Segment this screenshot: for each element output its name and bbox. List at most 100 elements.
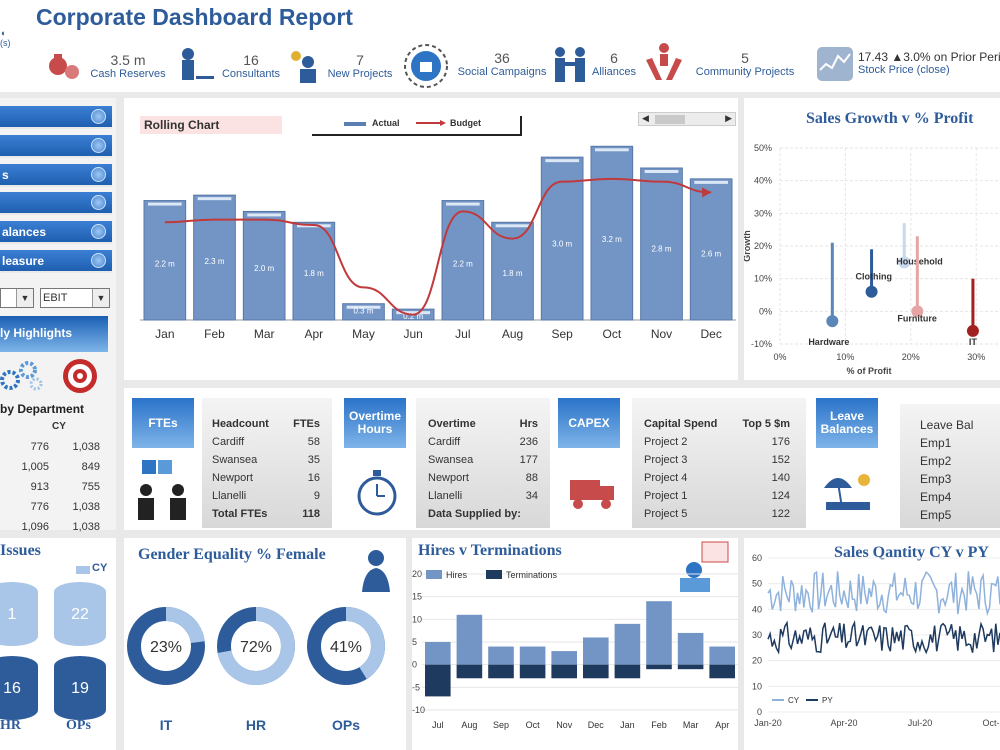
logo-icon: ◖ (s) — [0, 28, 11, 48]
hires-bar — [614, 623, 641, 665]
sidebar: s alances leasure ▼ EBIT ▼ ly Highlights … — [0, 98, 116, 533]
scroll-right-icon[interactable]: ▶ — [725, 113, 732, 123]
actual-bar — [540, 156, 584, 321]
gears-icon — [0, 361, 43, 391]
y-tick-label: 50% — [754, 143, 772, 153]
scroll-left-icon[interactable]: ◀ — [642, 113, 649, 123]
y-tick-label: 5 — [412, 637, 417, 647]
nav-button-3[interactable]: s — [0, 164, 112, 187]
leave-balances-tile[interactable]: Leave Balances — [816, 398, 878, 448]
dept-cell: 1,038 — [72, 501, 100, 513]
table-row: Project 4 140 — [644, 472, 796, 490]
cell-label: Llanelli — [428, 490, 463, 502]
x-tick-label: Mar — [683, 720, 699, 730]
quit-sign-icon — [680, 541, 729, 592]
bar-highlight — [346, 305, 381, 309]
measure-select[interactable]: EBIT ▼ — [40, 288, 110, 308]
bar-value-label: 2.2 m — [155, 259, 175, 268]
sales-qty-panel: Sales Qantity CY v PY 60 50 40 30 20 10 0 Jan-2… — [744, 538, 1000, 750]
donut-value-label: 41% — [330, 639, 362, 656]
leave-row: Emp2 — [920, 454, 952, 468]
x-tick-label: Jun — [403, 327, 422, 341]
chevron-down-icon: ▼ — [16, 289, 33, 307]
button-orb-icon — [91, 224, 106, 239]
terminations-bar — [551, 664, 577, 679]
select-value: EBIT — [43, 292, 68, 304]
ftes-table-box — [202, 398, 332, 528]
sales-qty-title: Sales Qantity CY v PY — [834, 544, 989, 561]
kpi-label: Alliances — [591, 66, 637, 78]
dept-cell: 1,038 — [72, 441, 100, 453]
kpi-value: 3.5 m — [110, 52, 146, 68]
period-select[interactable]: ▼ — [0, 288, 34, 308]
bar-value-label: 2.6 m — [701, 249, 721, 258]
nav-button-label: s — [2, 168, 9, 182]
x-tick-label: Oct — [526, 720, 541, 730]
x-tick-label: Nov — [651, 327, 672, 341]
y-tick-label: 10 — [412, 614, 422, 624]
table-row: Cardiff 58 — [212, 436, 326, 454]
bar-highlight — [148, 202, 182, 206]
legend-budget-label: Budget — [450, 118, 481, 128]
tile-label: CAPEX — [568, 415, 610, 430]
actual-bar — [640, 167, 683, 321]
idea-person-icon — [291, 51, 316, 83]
table-header: Overtime Hrs — [428, 418, 544, 436]
nav-button-4[interactable] — [0, 192, 112, 215]
overtime-tile[interactable]: Overtime Hours — [344, 398, 406, 448]
cell-value: 58 — [307, 436, 320, 448]
issues-legend-label: CY — [92, 562, 108, 574]
donut-category-label: IT — [160, 717, 173, 733]
chevron-down-icon: ▼ — [92, 289, 109, 307]
issues-cylinder: 1 — [0, 582, 38, 646]
x-tick-label: Apr-20 — [830, 718, 857, 728]
cell-value: 177 — [519, 454, 538, 466]
table-row: Project 1 124 — [644, 490, 796, 508]
cell-value: Top 5 $m — [742, 418, 790, 430]
bar-value-label: 0.3 m — [353, 307, 373, 316]
bar-value-label: 2.3 m — [204, 257, 224, 266]
nav-button-1[interactable] — [0, 106, 112, 129]
point-label: Household — [896, 256, 943, 266]
cell-value: 122 — [771, 508, 790, 520]
nav-button-leave-balances[interactable]: alances — [0, 221, 112, 244]
y-tick-label: 30% — [754, 208, 772, 218]
nav-button-label: leasure — [2, 254, 45, 268]
target-icon — [63, 359, 97, 393]
hires-terminations-chart: 20 15 10 5 0 -5 -10 Jul Aug Sep Oct Nov Dec Jan Feb Mar… — [412, 569, 738, 730]
nav-button-measure[interactable]: leasure — [0, 250, 112, 273]
legend-actual-label: Actual — [372, 118, 400, 128]
capex-tile[interactable]: CAPEX — [558, 398, 620, 448]
ftes-tile[interactable]: FTEs — [132, 398, 194, 448]
bar-value-label: 1.8 m — [502, 269, 522, 278]
header-bar: ◖ (s) Corporate Dashboard Report 3.5 m Ca… — [0, 0, 1000, 92]
actual-bar — [441, 200, 485, 321]
dept-cell: 776 — [30, 441, 49, 453]
hires-bar — [519, 646, 546, 665]
highlights-button[interactable]: ly Highlights — [0, 316, 108, 352]
capex-table: Capital Spend Top 5 $m Project 2 176 Project… — [644, 418, 796, 526]
terminations-bar — [456, 664, 483, 679]
cell-value: 88 — [525, 472, 538, 484]
bar-highlight — [396, 311, 430, 315]
rolling-chart-label: Rolling Chart — [140, 116, 282, 134]
rolling-scrollbar[interactable]: ◀ ▶ — [638, 112, 736, 126]
cell-value: 118 — [302, 508, 320, 520]
scroll-thumb[interactable] — [655, 115, 685, 124]
consultant-icon — [182, 48, 214, 80]
y-tick-label: 60 — [752, 553, 762, 563]
table-row: Project 5 122 — [644, 508, 796, 526]
cell-label: Swansea — [428, 454, 474, 466]
dept-row: 1,096 1,038 — [2, 518, 102, 536]
nav-button-label: alances — [2, 225, 47, 239]
donut-value-arc — [127, 607, 205, 685]
bar-value-label: 2.2 m — [453, 259, 473, 268]
dept-cell: 913 — [30, 481, 49, 493]
table-header: Headcount FTEs — [212, 418, 326, 436]
nav-button-2[interactable] — [0, 135, 112, 158]
bar-highlight — [495, 224, 530, 228]
kpi-value: 16 — [243, 52, 259, 68]
y-tick-label: 0 — [757, 707, 762, 717]
kpi-social-campaigns: 36 Social Campaigns — [452, 50, 552, 78]
kpi-label: Consultants — [221, 68, 281, 80]
